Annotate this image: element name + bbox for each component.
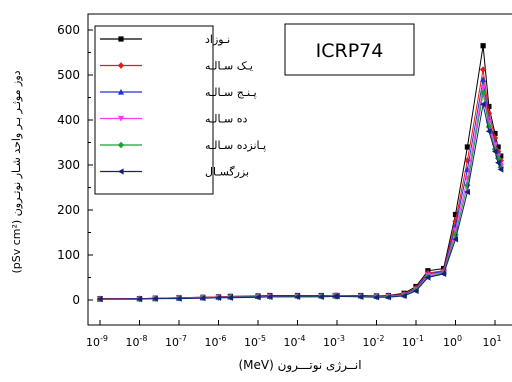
data-point — [117, 62, 125, 69]
x-tick-label: 10-2 — [363, 334, 385, 349]
data-point — [117, 115, 125, 122]
x-tick-label: 10-5 — [244, 334, 266, 349]
data-point — [254, 294, 261, 301]
y-tick-label: 200 — [57, 203, 80, 217]
data-point — [118, 36, 124, 42]
data-point — [491, 134, 499, 142]
data-point — [318, 293, 324, 300]
data-point — [385, 294, 391, 301]
data-point — [495, 159, 501, 166]
legend-label: پـنـج سـالـه — [205, 86, 257, 99]
data-point — [491, 146, 499, 153]
data-point — [199, 295, 206, 302]
data-point — [373, 294, 380, 301]
data-point — [452, 211, 459, 218]
data-point — [464, 188, 470, 196]
x-tick-label: 10-3 — [323, 334, 345, 349]
legend-label: پـانزده سـالـه — [205, 139, 266, 152]
series-6 — [96, 101, 504, 303]
legend-label: نـوزاد — [205, 33, 230, 46]
data-point — [480, 85, 487, 91]
legend-label: بزرگسـال — [205, 166, 249, 179]
x-axis-title: انــرژی نوتـــرون (MeV) — [238, 358, 361, 373]
data-point — [491, 148, 498, 155]
x-tick-label: 10-9 — [86, 334, 108, 349]
data-point — [479, 66, 487, 73]
data-point — [464, 144, 470, 150]
y-tick-label: 400 — [57, 113, 80, 127]
x-tick-label: 101 — [482, 334, 501, 349]
data-point — [117, 141, 125, 149]
plot-area-frame — [87, 13, 512, 326]
data-point — [452, 231, 459, 238]
x-tick-label: 10-6 — [205, 334, 227, 349]
data-point — [497, 166, 504, 173]
x-tick-label: 10-1 — [402, 334, 424, 349]
data-point — [424, 274, 431, 281]
data-point — [495, 144, 501, 150]
data-point — [215, 294, 222, 301]
data-point — [480, 101, 486, 108]
y-tick-label: 0 — [72, 293, 80, 307]
data-point — [485, 128, 492, 135]
data-point — [452, 236, 459, 243]
legend-label: ده سـالـه — [205, 113, 248, 126]
data-point — [117, 88, 125, 95]
x-tick-label: 10-7 — [165, 334, 187, 349]
data-point — [464, 157, 471, 164]
data-point — [136, 296, 143, 303]
y-tick-label: 100 — [57, 248, 80, 262]
annotation-box — [284, 23, 415, 76]
data-point — [333, 293, 340, 300]
data-point — [486, 103, 492, 110]
annotation-label: ICRP74 — [316, 40, 384, 62]
x-tick-label: 10-8 — [126, 334, 148, 349]
data-point — [266, 293, 273, 300]
data-point — [117, 168, 124, 175]
y-tick-label: 300 — [57, 158, 80, 172]
data-point — [479, 89, 487, 97]
data-point — [227, 294, 233, 301]
data-point — [485, 119, 492, 126]
x-tick-label: 100 — [443, 334, 462, 349]
data-point — [401, 292, 407, 300]
data-point — [96, 296, 103, 303]
data-point — [452, 218, 459, 225]
data-point — [175, 295, 182, 302]
data-point — [357, 293, 364, 300]
data-point — [480, 43, 486, 49]
legend-box — [94, 25, 214, 195]
y-tick-label: 500 — [57, 68, 80, 82]
data-point — [492, 130, 498, 137]
data-point — [464, 182, 471, 189]
x-tick-label: 10-4 — [284, 334, 306, 349]
data-point — [152, 295, 158, 302]
data-point — [480, 76, 487, 83]
legend-label: یـک سـالـه — [205, 60, 253, 73]
y-tick-label: 600 — [57, 23, 80, 37]
y-axis-title: دوز موثـر بـر واحد شـار نوتـرون (pSv cm²… — [10, 70, 23, 273]
data-point — [412, 287, 419, 295]
data-point — [440, 270, 447, 277]
data-point — [294, 293, 301, 300]
